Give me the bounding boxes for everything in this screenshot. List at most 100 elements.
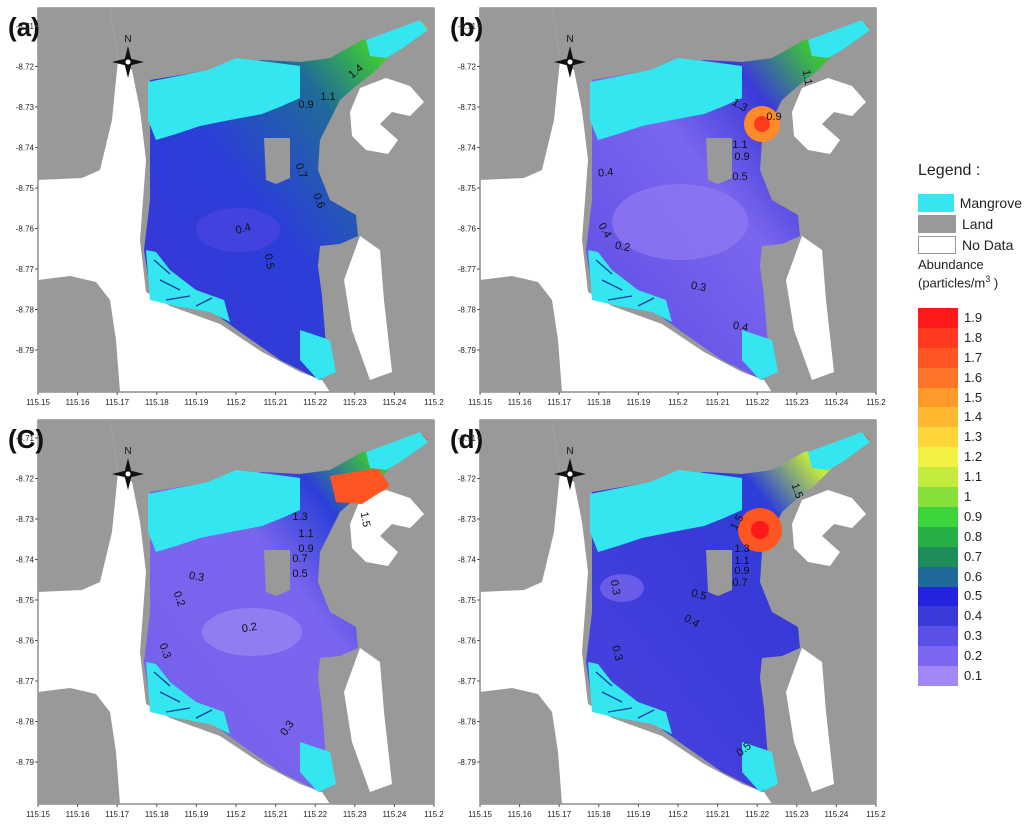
- x-tick-label: 115.2: [424, 810, 444, 819]
- contour-label: 0.3: [157, 642, 174, 660]
- scale-label-0.5: 0.5: [964, 588, 983, 604]
- scale-label-1.7: 1.7: [964, 349, 983, 365]
- sea-east-channel: [786, 236, 834, 380]
- y-tick-label: -8.75: [16, 596, 35, 605]
- contour-label: 0.3: [188, 570, 205, 584]
- scale-cell-1.9: [918, 308, 958, 329]
- x-tick-label: 115.22: [745, 810, 769, 819]
- x-tick-label: 115.16: [508, 810, 532, 819]
- y-tick-label: -8.72: [16, 63, 35, 72]
- contour-label: 1.1: [734, 555, 749, 567]
- scale-label-0.8: 0.8: [964, 528, 983, 544]
- scale-label-0.4: 0.4: [964, 608, 983, 624]
- sea-east-inlet: [350, 490, 424, 566]
- x-tick-label: 115.2: [424, 398, 444, 407]
- contour-label: 1.1: [298, 528, 313, 540]
- contour-label: 0.4: [234, 221, 252, 237]
- x-tick-label: 115.23: [785, 398, 809, 407]
- panel-label: (d): [450, 424, 483, 454]
- sea-east-channel: [344, 648, 392, 792]
- contour-label: 1.1: [800, 69, 814, 86]
- x-tick-label: 115.2: [226, 398, 246, 407]
- land-spit: [706, 138, 732, 184]
- x-tick-label: 115.21: [264, 810, 288, 819]
- abundance-title-text: Abundance: [918, 257, 984, 272]
- scale-label-0.2: 0.2: [964, 648, 983, 664]
- x-tick-label: 115.16: [66, 810, 90, 819]
- x-tick-label: 115.19: [184, 810, 208, 819]
- abundance-unit-pre: (particles/m: [918, 275, 986, 291]
- land-west-north: [38, 420, 118, 592]
- panel-label: (C): [8, 424, 44, 454]
- scale-cell-0.3: [918, 626, 958, 647]
- x-tick-label: 115.18: [587, 398, 611, 407]
- scale-cell-1.5: [918, 387, 958, 408]
- sea-east-inlet: [350, 78, 424, 154]
- north-label: N: [566, 446, 573, 457]
- y-tick-label: -8.79: [458, 346, 477, 355]
- contour-band: [196, 208, 280, 252]
- map-panel-c: 1.5 1.3 1.1 0.9 0.7 0.5 0.3 0.2 0.2 0.3 0.3 (C) N -8.…: [0, 412, 450, 825]
- land-west-south: [480, 276, 562, 392]
- x-tick-label: 115.2: [866, 810, 886, 819]
- contour-label: 0.2: [171, 590, 188, 608]
- x-tick-label: 115.22: [303, 398, 327, 407]
- x-tick-label: 115.24: [824, 810, 848, 819]
- sea-east-channel: [344, 236, 392, 380]
- contour-band: [612, 184, 748, 260]
- y-tick-label: -8.72: [458, 63, 477, 72]
- scale-label-0.7: 0.7: [964, 548, 983, 564]
- legend-label-mangrove: Mangrove: [959, 194, 1022, 211]
- contour-label: 0.2: [614, 240, 631, 254]
- y-tick-label: -8.74: [458, 556, 477, 565]
- sea-east-inlet: [792, 78, 866, 154]
- scale-label-1.9: 1.9: [964, 309, 983, 325]
- legend-swatch-nodata: [918, 235, 956, 254]
- land-west-south: [38, 688, 120, 804]
- y-tick-label: -8.78: [16, 306, 35, 315]
- panel-label: (a): [8, 12, 40, 42]
- north-arrow-icon: [554, 46, 586, 78]
- contour-label: 0.9: [766, 111, 781, 123]
- abundance-color-scale: 1.9 1.8 1.7 1.6 1.5 1.4 1.3 1.2 1.1 1 0.9 0.8 0.7 0.6…: [918, 308, 982, 687]
- contour-label: 0.9: [298, 543, 313, 555]
- scale-label-1.1: 1.1: [964, 469, 983, 485]
- y-tick-label: -8.76: [16, 637, 35, 646]
- contour-label: 0.4: [732, 320, 749, 334]
- map-panel-a: 1.4 1.1 0.9 0.7 0.6 0.4 0.5 (a) N -8.71 -8.72 -8.73…: [0, 0, 450, 412]
- legend-item-mangrove: Mangrove: [918, 192, 1022, 213]
- y-tick-label: -8.75: [458, 596, 477, 605]
- scale-label-1.3: 1.3: [964, 429, 983, 445]
- x-tick-label: 115.23: [785, 810, 809, 819]
- contour-label: 0.4: [598, 166, 614, 179]
- scale-cell-1.8: [918, 327, 958, 349]
- contour-label: 1.3: [734, 543, 749, 555]
- scale-cell-1.3: [918, 427, 958, 448]
- river-channels: [153, 671, 213, 719]
- x-tick-label: 115.15: [26, 398, 50, 407]
- contour-label: 0.3: [608, 579, 622, 596]
- legend: Legend : Mangrove Land No Data Abundance…: [918, 162, 1022, 290]
- x-tick-label: 115.2: [668, 398, 688, 407]
- abundance-title: Abundance (particles/m3 ): [918, 257, 1022, 290]
- contour-label: 0.5: [732, 171, 747, 183]
- x-tick-label: 115.15: [468, 398, 492, 407]
- x-tick-label: 115.18: [145, 398, 169, 407]
- x-tick-label: 115.24: [382, 398, 406, 407]
- x-tick-label: 115.21: [706, 810, 730, 819]
- panel-label: (b): [450, 12, 483, 42]
- y-tick-label: -8.73: [458, 103, 477, 112]
- land-west-south: [38, 276, 120, 392]
- scale-label-1.8: 1.8: [964, 329, 983, 345]
- north-label: N: [566, 34, 573, 45]
- y-tick-label: -8.71: [458, 434, 477, 443]
- abundance-unit-post: ): [990, 275, 999, 291]
- y-tick-label: -8.71: [16, 22, 35, 31]
- y-tick-label: -8.71: [458, 22, 477, 31]
- mangrove-area: [588, 432, 870, 792]
- contour-label: 0.7: [293, 162, 310, 180]
- scale-label-1.2: 1.2: [964, 449, 983, 465]
- map-svg-a: 1.41.10.90.70.60.40.5(a) N-8.71-8.72-8.73…: [8, 7, 444, 407]
- x-tick-label: 115.2: [226, 810, 246, 819]
- legend-item-land: Land: [918, 213, 1022, 234]
